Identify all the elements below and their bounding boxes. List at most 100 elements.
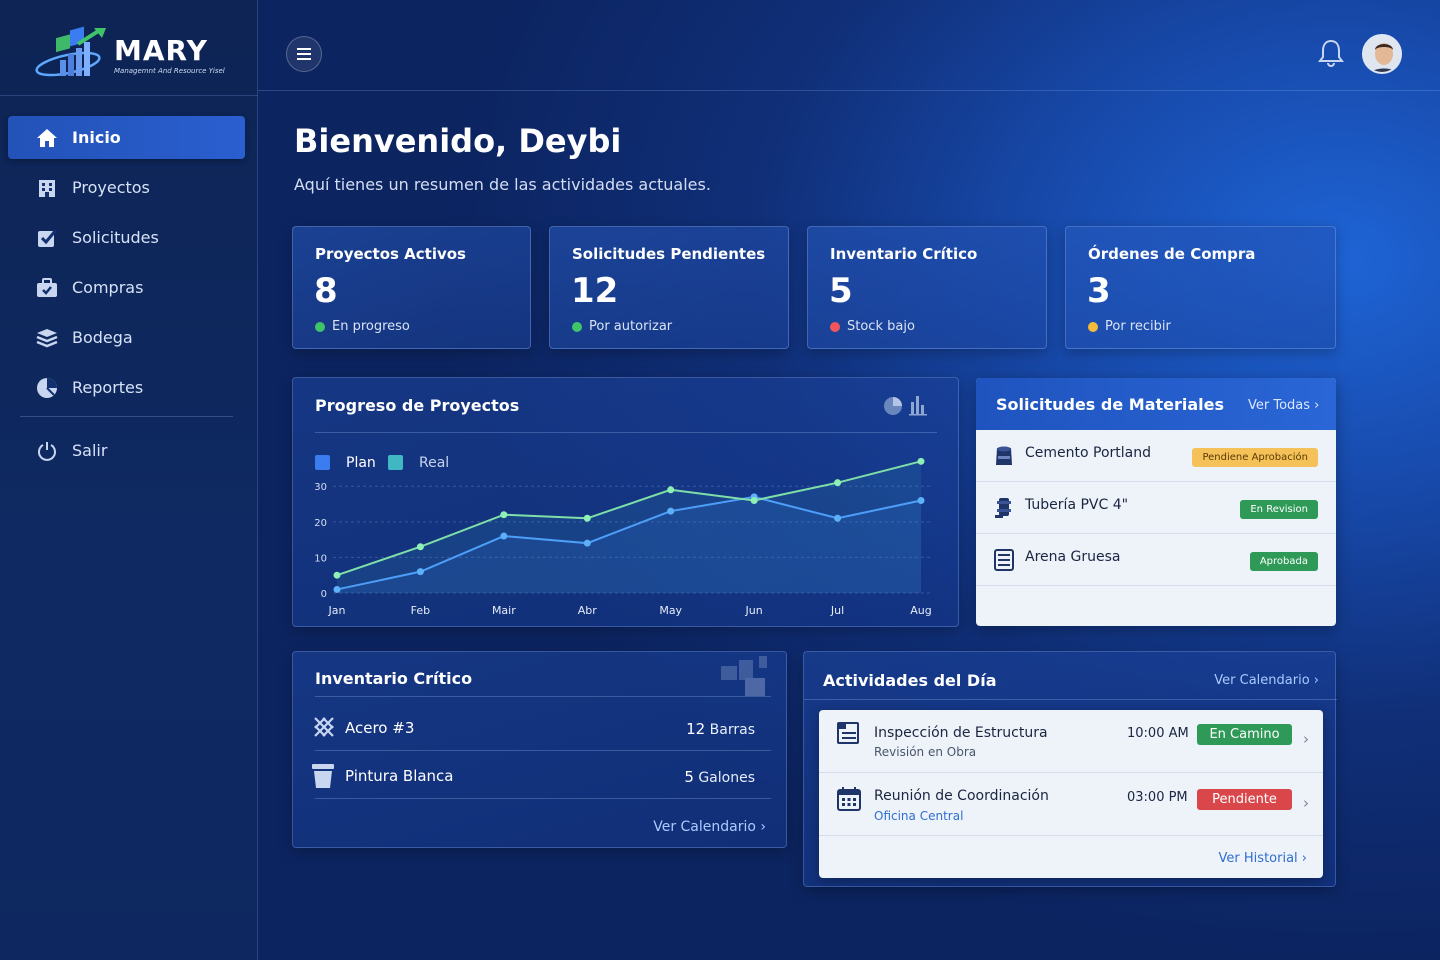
list-icon bbox=[994, 549, 1014, 571]
stat-status-text: Por recibir bbox=[1105, 319, 1171, 334]
x-tick-label: Jan bbox=[328, 604, 346, 617]
panel-divider bbox=[315, 696, 771, 697]
pie-chart-icon bbox=[36, 377, 58, 399]
history-link-label: Ver Historial bbox=[1218, 851, 1298, 866]
sidebar-item-compras[interactable]: Compras bbox=[8, 266, 245, 309]
sidebar-item-label: Inicio bbox=[72, 128, 121, 147]
stat-status: En progreso bbox=[315, 319, 410, 334]
sidebar-nav: Inicio Proyectos Solicitudes Compras Bod… bbox=[8, 116, 245, 479]
data-point bbox=[500, 511, 508, 519]
stat-status-text: Stock bajo bbox=[847, 319, 915, 334]
sidebar-item-label: Reportes bbox=[72, 378, 144, 397]
inventory-qty-value: 12 bbox=[686, 720, 706, 738]
hamburger-icon bbox=[297, 48, 311, 60]
sidebar-item-label: Compras bbox=[72, 278, 144, 297]
inventory-link-label: Ver Calendario bbox=[653, 819, 756, 835]
x-tick-label: Jul bbox=[830, 604, 844, 617]
data-point bbox=[834, 514, 842, 522]
stat-card-proyectos[interactable]: Proyectos Activos 8 En progreso bbox=[292, 226, 531, 349]
stat-status-text: En progreso bbox=[332, 319, 410, 334]
stat-card-solicitudes[interactable]: Solicitudes Pendientes 12 Por autorizar bbox=[549, 226, 789, 349]
inventory-row[interactable]: Pintura Blanca 5 Galones bbox=[293, 753, 788, 797]
history-link[interactable]: Ver Historial › bbox=[1218, 851, 1307, 866]
layers-icon bbox=[36, 327, 58, 349]
stat-card-inventario[interactable]: Inventario Crítico 5 Stock bajo bbox=[807, 226, 1047, 349]
data-point bbox=[750, 496, 758, 504]
x-tick-label: May bbox=[659, 604, 682, 617]
materials-panel: Solicitudes de Materiales Ver Todas › Ce… bbox=[976, 378, 1336, 626]
activity-title: Inspección de Estructura bbox=[874, 725, 1048, 741]
pipe-icon bbox=[995, 498, 1011, 518]
nav-separator bbox=[20, 416, 233, 417]
view-all-link[interactable]: Ver Todas › bbox=[1248, 398, 1320, 413]
activity-row[interactable]: Inspección de Estructura Revisión en Obr… bbox=[819, 710, 1323, 773]
menu-toggle-button[interactable] bbox=[286, 36, 322, 72]
stat-value: 8 bbox=[314, 271, 338, 311]
inventory-qty-unit: Galones bbox=[698, 770, 755, 786]
x-tick-label: Feb bbox=[411, 604, 430, 617]
activities-list: Inspección de Estructura Revisión en Obr… bbox=[819, 710, 1323, 878]
material-row[interactable]: Arena Gruesa Aprobada bbox=[976, 534, 1336, 586]
stat-label: Proyectos Activos bbox=[315, 245, 466, 263]
data-point bbox=[917, 496, 925, 504]
sidebar-divider bbox=[0, 95, 258, 96]
material-name: Arena Gruesa bbox=[1025, 549, 1121, 565]
data-point bbox=[834, 479, 842, 487]
material-status-badge: En Revision bbox=[1240, 500, 1318, 519]
logout-label: Salir bbox=[72, 441, 108, 460]
project-progress-chart: 0 10 20 30 Jan Feb Mair Abr May Jun Jul Aug Plan Real bbox=[314, 455, 933, 617]
material-row[interactable]: Cemento Portland Pendiene Aprobación bbox=[976, 430, 1336, 482]
chart-type-toggle-icon[interactable] bbox=[883, 394, 933, 416]
sidebar-item-bodega[interactable]: Bodega bbox=[8, 316, 245, 359]
sidebar-item-proyectos[interactable]: Proyectos bbox=[8, 166, 245, 209]
activity-status-badge: En Camino bbox=[1197, 724, 1292, 745]
sidebar-item-inicio[interactable]: Inicio bbox=[8, 116, 245, 159]
sidebar-item-solicitudes[interactable]: Solicitudes bbox=[8, 216, 245, 259]
stat-value: 5 bbox=[829, 271, 853, 311]
inventory-calendar-link[interactable]: Ver Calendario › bbox=[653, 819, 766, 835]
data-point bbox=[667, 486, 675, 494]
stat-label: Solicitudes Pendientes bbox=[572, 245, 766, 263]
inventory-panel: Inventario Crítico Acero #3 12 Barras Pi… bbox=[292, 651, 787, 848]
status-dot bbox=[830, 321, 840, 332]
status-dot bbox=[1088, 321, 1098, 332]
inventory-qty-unit: Barras bbox=[709, 722, 755, 738]
inventory-qty-value: 5 bbox=[684, 768, 694, 786]
inventory-item-qty: 12 Barras bbox=[686, 720, 755, 738]
data-point bbox=[416, 543, 424, 551]
materials-title: Solicitudes de Materiales bbox=[996, 395, 1225, 414]
data-point bbox=[667, 507, 675, 515]
legend-label-real: Real bbox=[419, 455, 449, 471]
series-area-real bbox=[337, 461, 921, 593]
grid-decoration-icon bbox=[721, 656, 767, 696]
activity-row[interactable]: Reunión de Coordinación Oficina Central … bbox=[819, 773, 1323, 836]
page-subtitle: Aquí tienes un resumen de las actividade… bbox=[294, 175, 711, 194]
y-tick-label: 20 bbox=[314, 518, 327, 529]
stat-card-ordenes[interactable]: Órdenes de Compra 3 Por recibir bbox=[1065, 226, 1336, 349]
progress-panel-title: Progreso de Proyectos bbox=[315, 396, 520, 415]
material-row[interactable]: Tubería PVC 4" En Revision bbox=[976, 482, 1336, 534]
chevron-right-icon[interactable]: › bbox=[1303, 794, 1309, 812]
chevron-right-icon[interactable]: › bbox=[1303, 730, 1309, 748]
activity-status-badge: Pendiente bbox=[1197, 789, 1292, 810]
activity-title: Reunión de Coordinación bbox=[874, 788, 1049, 804]
briefcase-icon bbox=[36, 277, 58, 299]
x-tick-label: Mair bbox=[492, 604, 516, 617]
notifications-button[interactable] bbox=[1316, 38, 1346, 68]
x-tick-label: Abr bbox=[578, 604, 598, 617]
inventory-row[interactable]: Acero #3 12 Barras bbox=[293, 706, 788, 750]
activities-calendar-link[interactable]: Ver Calendario › bbox=[1214, 673, 1319, 688]
app-name: MARY bbox=[114, 34, 208, 67]
app-logo[interactable]: MARY Managemnt And Resource Yisel bbox=[34, 26, 234, 82]
inventory-item-name: Acero #3 bbox=[345, 719, 415, 737]
activity-time: 10:00 AM bbox=[1127, 726, 1189, 741]
logout-button[interactable]: Salir bbox=[8, 429, 245, 472]
sidebar-item-reportes[interactable]: Reportes bbox=[8, 366, 245, 409]
user-photo-icon bbox=[1364, 36, 1400, 72]
y-tick-label: 30 bbox=[314, 482, 327, 493]
series-area-plan bbox=[337, 496, 921, 593]
material-name: Tubería PVC 4" bbox=[1025, 497, 1129, 513]
user-avatar[interactable] bbox=[1362, 34, 1402, 74]
y-tick-label: 0 bbox=[321, 589, 327, 600]
building-icon bbox=[36, 177, 58, 199]
